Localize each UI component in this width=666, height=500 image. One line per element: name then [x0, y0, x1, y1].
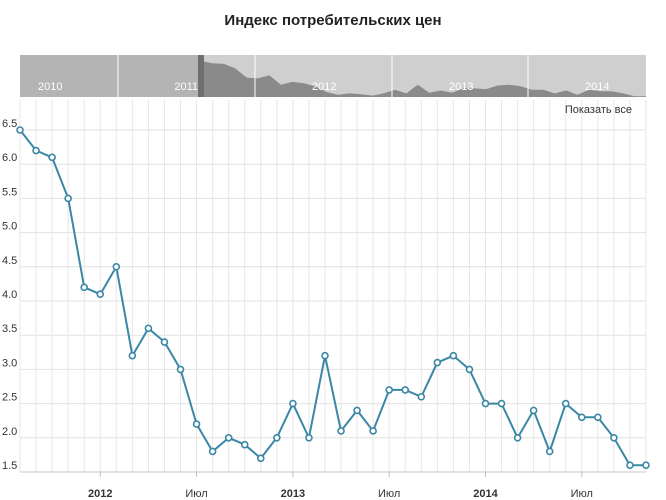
y-tick-label: 4.5	[2, 255, 17, 267]
data-point	[481, 399, 490, 408]
navigator-outside-range	[20, 55, 201, 97]
data-point	[417, 392, 426, 401]
data-point	[16, 126, 24, 134]
data-point	[497, 399, 506, 408]
navigator-year-label: 2012	[312, 81, 336, 93]
data-point	[256, 454, 265, 463]
data-point	[449, 351, 458, 360]
data-point	[401, 386, 410, 394]
data-point	[128, 351, 137, 360]
data-point	[305, 433, 313, 442]
data-point	[433, 358, 442, 367]
navigator-year-label: 2011	[174, 81, 198, 93]
data-point	[529, 406, 538, 415]
data-point	[465, 365, 474, 374]
data-point	[224, 433, 233, 442]
series-line	[19, 129, 646, 467]
y-tick-label: 6.0	[2, 152, 17, 164]
data-point	[561, 399, 570, 408]
y-axis: 1.5 2.0 2.5 3.0 3.5 4.0 4.5 5.0 5.5 6.0 6.5	[2, 118, 17, 472]
grid	[19, 100, 647, 473]
data-point	[240, 440, 249, 449]
x-tick-label: 2012	[88, 488, 112, 500]
data-point	[176, 365, 185, 374]
y-tick-label: 2.5	[2, 392, 17, 404]
series	[16, 126, 650, 469]
data-point	[369, 427, 377, 435]
y-tick-label: 2.0	[2, 426, 17, 438]
y-tick-label: 4.0	[2, 289, 17, 301]
data-point	[208, 447, 217, 456]
data-point	[642, 461, 650, 469]
y-tick-label: 5.5	[2, 186, 17, 198]
x-tick-label: 2013	[281, 488, 305, 500]
data-point	[513, 433, 522, 442]
x-tick-label: Июл	[571, 488, 593, 500]
data-point	[64, 194, 72, 203]
data-point	[626, 461, 634, 469]
data-point	[160, 338, 169, 346]
navigator-year-label: 2014	[585, 81, 609, 93]
navigator-mini-area	[201, 61, 646, 97]
show-all-button[interactable]: Показать все	[564, 104, 632, 116]
navigator-handle	[198, 55, 204, 97]
data-point	[192, 420, 201, 428]
data-point	[545, 447, 554, 456]
navigator[interactable]: 2010 2011 2012 2013 2014	[20, 55, 646, 97]
data-point	[32, 146, 40, 155]
data-point	[321, 351, 329, 360]
y-tick-label: 6.5	[2, 118, 17, 130]
data-point	[48, 153, 56, 162]
data-point	[273, 433, 281, 442]
data-point	[385, 386, 393, 394]
data-point	[144, 324, 153, 333]
x-tick-label: Июл	[378, 488, 400, 500]
data-point	[80, 283, 89, 292]
data-point	[610, 433, 618, 442]
data-point	[577, 413, 586, 422]
data-point	[96, 290, 105, 298]
data-point	[112, 262, 121, 271]
chart-title: Индекс потребительских цен	[224, 12, 442, 29]
x-tick-label: Июл	[185, 488, 207, 500]
data-point	[353, 406, 361, 415]
y-tick-label: 3.0	[2, 357, 17, 369]
data-point	[289, 399, 297, 408]
y-tick-label: 5.0	[2, 221, 17, 233]
x-tick-label: 2014	[473, 488, 498, 500]
data-point	[594, 413, 602, 422]
y-tick-label: 3.5	[2, 323, 17, 335]
navigator-year-label: 2010	[38, 81, 62, 93]
y-tick-label: 1.5	[2, 460, 17, 472]
data-point	[337, 427, 345, 435]
navigator-year-label: 2013	[449, 81, 473, 93]
x-axis: 2012 Июл 2013 Июл 2014 Июл	[88, 472, 593, 500]
